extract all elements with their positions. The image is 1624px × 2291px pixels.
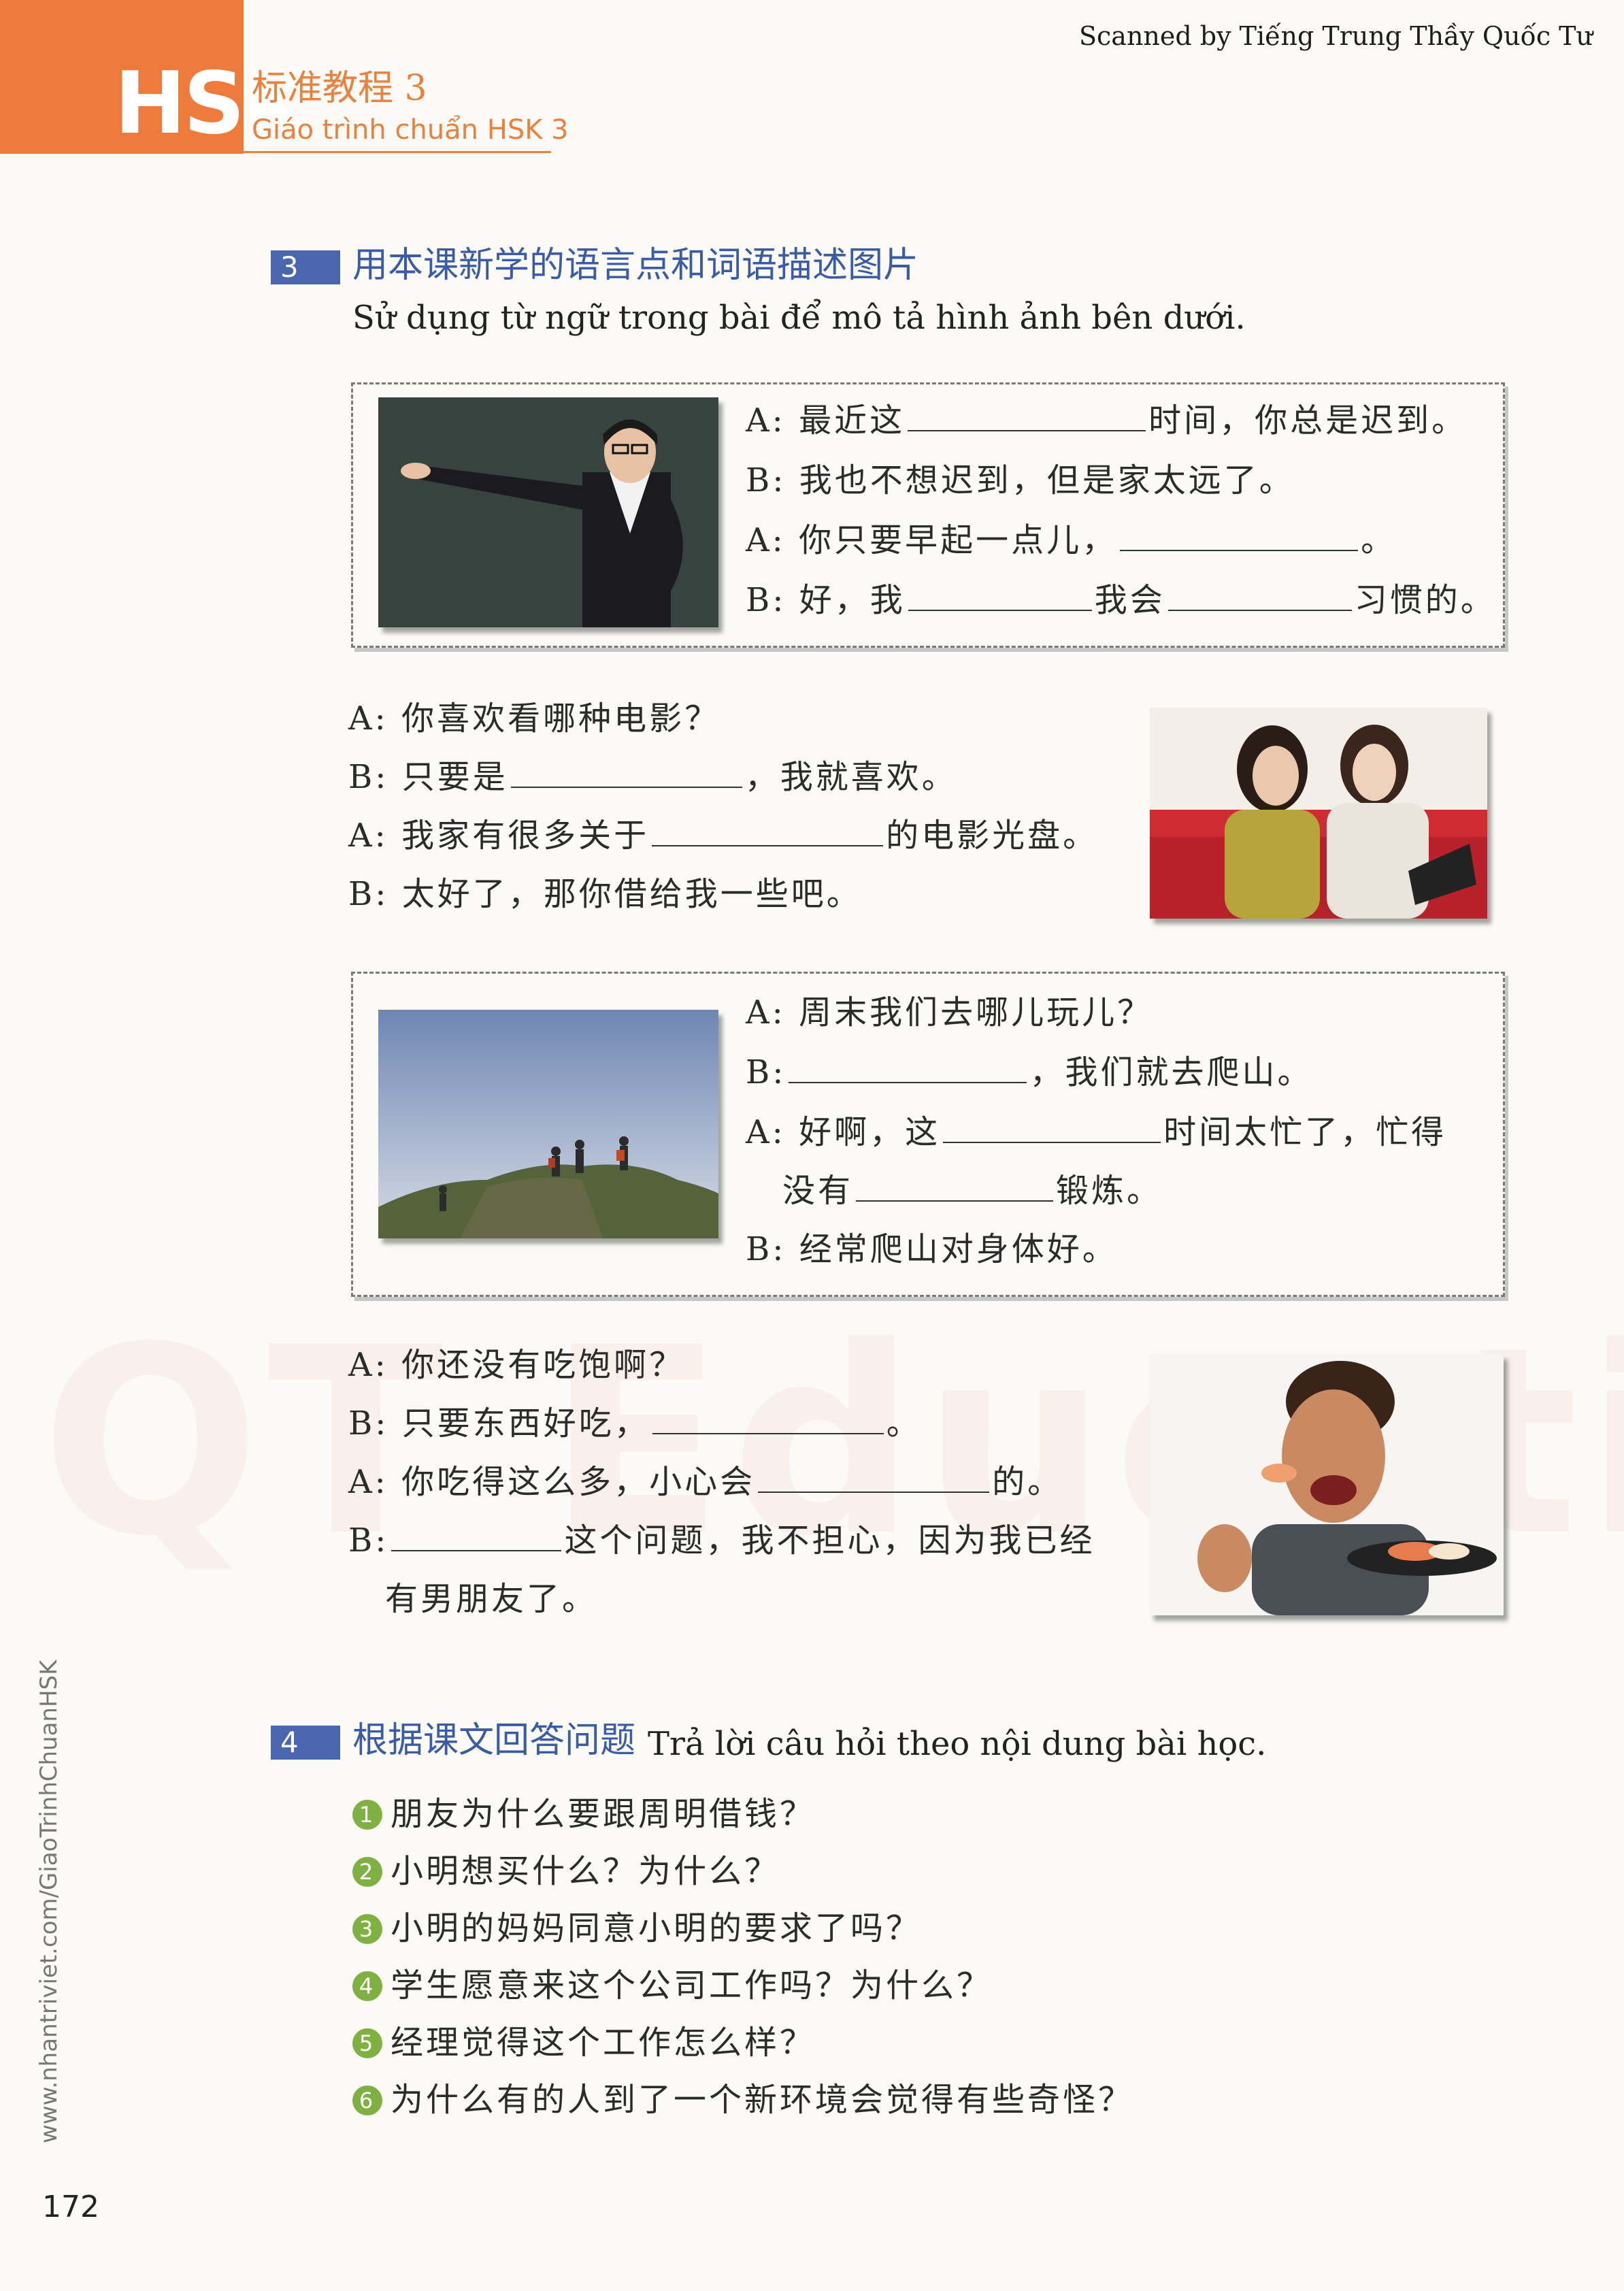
photo-mountain-hikers [378,1010,718,1238]
question-item: 2 小明想买什么？为什么？ [352,1851,780,1892]
question-number-badge: 6 [352,2086,382,2115]
dialog-4-line-2-part-b: 。 [886,1404,922,1443]
answer-blank[interactable] [652,818,884,846]
dialog-2-line-3: A: 我家有很多关于 的电影光盘。 [348,815,1098,856]
question-item: 5 经理觉得这个工作怎么样？ [352,2022,815,2063]
scanned-by-credit: Scanned by Tiếng Trung Thầy Quốc Tư [1078,21,1593,51]
question-text: 为什么有的人到了一个新环境会觉得有些奇怪？ [391,2081,1134,2119]
question-number-badge: 1 [352,1800,382,1830]
dialog-1-line-4-part-c: 习惯的。 [1354,581,1496,619]
answer-blank[interactable] [943,1115,1161,1143]
dialog-1-box [351,382,1505,648]
question-text: 小明想买什么？为什么？ [391,1852,780,1890]
side-url: www.nhantriviet.com/GiaoTrinhChuanHSK [35,1660,63,2143]
question-text: 学生愿意来这个公司工作吗？为什么？ [391,1966,993,2005]
dialog-2-line-2-part-b: ，我就喜欢。 [744,758,957,796]
dialog-4-line-1: A: 你还没有吃饱啊？ [348,1346,685,1384]
question-text: 经理觉得这个工作怎么样？ [391,2024,816,2062]
book-title-vn: Giáo trình chuẩn HSK 3 [252,114,569,146]
dialog-1-line-3-part-a: A: 你只要早起一点儿， [746,521,1118,559]
dialog-3-line-4: 没有 锻炼。 [782,1170,1162,1211]
answer-blank[interactable] [652,1406,884,1434]
dialog-4-line-4-part-a: B: [348,1521,389,1560]
answer-blank[interactable] [1167,582,1352,611]
dialog-3-line-1: A: 周末我们去哪儿玩儿？ [746,993,1153,1032]
dialog-4-line-5: 有男朋友了。 [385,1580,598,1618]
dialog-4-line-2-part-a: B: 只要东西好吃， [348,1404,650,1443]
dialog-2-line-3-part-a: A: 我家有很多关于 [348,817,650,855]
question-item: 4 学生愿意来这个公司工作吗？为什么？ [352,1965,992,2006]
dialog-4-line-3: A: 你吃得这么多，小心会 的。 [348,1462,1063,1502]
page-number: 172 [42,2190,99,2224]
book-title-cn: 标准教程 3 [252,68,427,109]
dialog-1-line-4: B: 好，我 我会 习惯的。 [746,580,1496,621]
answer-blank[interactable] [908,582,1092,611]
answer-blank[interactable] [1120,523,1359,551]
section-3-number: 3 [271,250,340,284]
dialog-2-line-3-part-b: 的电影光盘。 [886,817,1099,855]
dialog-3-line-3-part-a: A: 好啊，这 [746,1113,941,1151]
header-underline [244,151,551,153]
section-4-number: 4 [271,1726,340,1760]
answer-blank[interactable] [510,759,742,788]
question-item: 3 小明的妈妈同意小明的要求了吗？ [352,1908,921,1949]
dialog-1-line-3: A: 你只要早起一点儿， 。 [746,520,1396,561]
hsk-logo: HSK [114,53,309,153]
dialog-4-line-2: B: 只要东西好吃， 。 [348,1403,922,1444]
dialog-4-line-3-part-b: 的。 [992,1463,1063,1501]
dialog-2-line-2-part-a: B: 只要是 [348,758,508,796]
dialog-4-line-3-part-a: A: 你吃得这么多，小心会 [348,1463,756,1501]
question-number-badge: 5 [352,2028,382,2058]
dialog-2-line-4: B: 太好了，那你借给我一些吧。 [348,875,862,913]
question-number-badge: 3 [352,1914,382,1944]
dialog-1-line-3-part-b: 。 [1361,521,1397,559]
answer-blank[interactable] [789,1055,1027,1083]
dialog-1-line-4-part-b: 我会 [1094,581,1165,619]
question-text: 朋友为什么要跟周明借钱？ [391,1795,816,1833]
answer-blank[interactable] [758,1464,990,1493]
dialog-3-line-3: A: 好啊，这 时间太忙了，忙得 [746,1112,1446,1153]
dialog-3-line-3-part-b: 时间太忙了，忙得 [1163,1113,1447,1151]
dialog-2-line-2: B: 只要是 ，我就喜欢。 [348,757,957,797]
dialog-3-line-2: B: ，我们就去爬山。 [746,1052,1312,1093]
question-text: 小明的妈妈同意小明的要求了吗？ [391,1909,922,1947]
dialog-3-line-5: B: 经常爬山对身体好。 [746,1230,1118,1268]
photo-woman-eating-sushi [1150,1354,1504,1615]
dialog-3-line-4-part-b: 锻炼。 [1056,1172,1163,1210]
question-number-badge: 4 [352,1971,382,2001]
answer-blank[interactable] [391,1523,562,1551]
question-item: 1 朋友为什么要跟周明借钱？ [352,1794,815,1834]
photo-two-girls-watching-laptop [1150,708,1487,919]
section-4-title: 根据课文回答问题 [352,1720,636,1761]
section-4-subtitle: Trả lời câu hỏi theo nội dung bài học. [648,1725,1267,1763]
dialog-3-box [351,972,1505,1297]
question-item: 6 为什么有的人到了一个新环境会觉得有些奇怪？ [352,2079,1133,2120]
dialog-1-line-1: A: 最近这 时间，你总是迟到。 [746,400,1467,441]
section-3-subtitle: Sử dụng từ ngữ trong bài để mô tả hình ả… [352,299,1246,337]
answer-blank[interactable] [908,403,1146,431]
question-number-badge: 2 [352,1857,382,1887]
dialog-1-line-4-part-a: B: 好，我 [746,581,906,619]
header-orange-block [0,0,244,154]
photo-teacher-pointing [378,397,718,627]
dialog-1-line-1-part-b: 时间，你总是迟到。 [1148,401,1468,440]
dialog-4-line-4: B: 这个问题，我不担心，因为我已经 [348,1520,1095,1561]
answer-blank[interactable] [856,1173,1054,1202]
section-3-title: 用本课新学的语言点和词语描述图片 [352,245,919,286]
dialog-2-line-1: A: 你喜欢看哪种电影？ [348,699,720,738]
dialog-3-line-2-part-a: B: [746,1053,786,1091]
dialog-3-line-2-part-b: ，我们就去爬山。 [1029,1053,1313,1091]
dialog-3-line-4-part-a: 没有 [782,1172,854,1210]
dialog-1-line-1-part-a: A: 最近这 [746,401,906,440]
dialog-4-line-4-part-b: 这个问题，我不担心，因为我已经 [564,1521,1095,1560]
dialog-1-line-2: B: 我也不想迟到，但是家太远了。 [746,461,1295,499]
